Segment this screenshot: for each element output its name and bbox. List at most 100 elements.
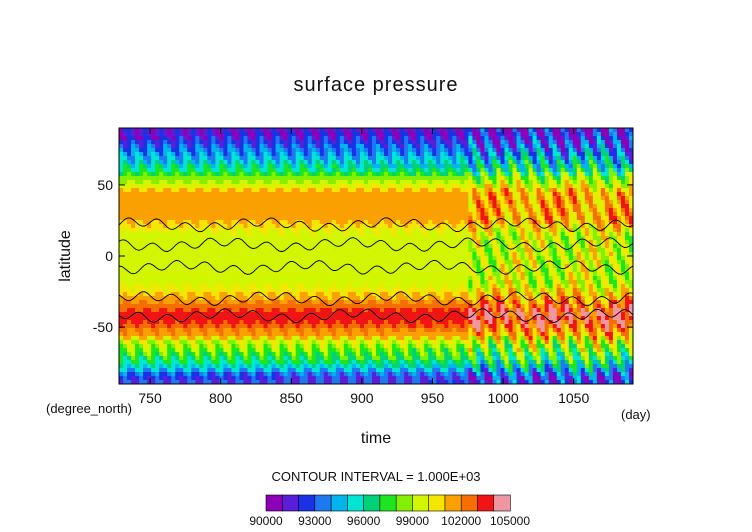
heatmap-cell	[440, 272, 445, 277]
heatmap-cell	[143, 208, 148, 213]
heatmap-cell	[159, 240, 164, 245]
heatmap-cell	[516, 280, 522, 285]
heatmap-cell	[299, 232, 305, 237]
heatmap-cell	[331, 152, 337, 157]
heatmap-cell	[532, 196, 538, 201]
heatmap-cell	[251, 204, 257, 209]
heatmap-cell	[139, 252, 144, 257]
heatmap-cell	[159, 204, 164, 209]
heatmap-cell	[347, 244, 353, 249]
heatmap-cell	[596, 252, 602, 257]
heatmap-cell	[139, 128, 144, 133]
heatmap-cell	[536, 248, 542, 253]
heatmap-cell	[167, 260, 172, 265]
heatmap-cell	[203, 192, 208, 197]
heatmap-cell	[203, 252, 208, 257]
heatmap-cell	[380, 264, 385, 269]
heatmap-cell	[408, 268, 413, 273]
heatmap-cell	[259, 140, 265, 145]
heatmap-cell	[171, 212, 176, 217]
heatmap-cell	[131, 256, 136, 261]
heatmap-cell	[400, 132, 405, 137]
heatmap-cell	[376, 208, 381, 213]
heatmap-cell	[400, 136, 405, 141]
heatmap-cell	[384, 172, 389, 177]
heatmap-cell	[183, 172, 188, 177]
heatmap-cell	[255, 220, 261, 225]
heatmap-cell	[123, 284, 128, 289]
heatmap-cell	[568, 252, 574, 257]
heatmap-cell	[251, 140, 257, 145]
heatmap-cell	[436, 240, 441, 245]
heatmap-cell	[215, 248, 220, 253]
heatmap-cell	[548, 256, 554, 261]
heatmap-cell	[480, 188, 486, 193]
heatmap-cell	[323, 236, 329, 241]
heatmap-cell	[331, 128, 337, 133]
heatmap-cell	[596, 196, 602, 201]
heatmap-cell	[452, 232, 457, 237]
heatmap-cell	[500, 244, 506, 249]
heatmap-cell	[335, 168, 341, 173]
heatmap-cell	[151, 184, 156, 189]
heatmap-cell	[295, 240, 301, 245]
heatmap-cell	[147, 260, 152, 265]
heatmap-cell	[275, 280, 281, 285]
heatmap-cell	[620, 264, 626, 269]
heatmap-cell	[416, 260, 421, 265]
heatmap-cell	[347, 192, 353, 197]
heatmap-cell	[540, 168, 546, 173]
heatmap-cell	[496, 184, 502, 189]
heatmap-cell	[460, 136, 465, 141]
heatmap-cell	[428, 240, 433, 245]
heatmap-cell	[628, 240, 633, 245]
heatmap-cell	[436, 144, 441, 149]
heatmap-cell	[388, 168, 393, 173]
heatmap-cell	[227, 212, 233, 217]
heatmap-cell	[223, 244, 229, 249]
heatmap-cell	[311, 244, 317, 249]
heatmap-cell	[363, 240, 369, 245]
heatmap-cell	[119, 204, 124, 209]
heatmap-cell	[207, 136, 212, 141]
heatmap-cell	[624, 128, 630, 133]
heatmap-cell	[227, 280, 233, 285]
heatmap-cell	[520, 196, 526, 201]
heatmap-cell	[323, 152, 329, 157]
heatmap-cell	[143, 152, 148, 157]
heatmap-cell	[500, 164, 506, 169]
heatmap-cell	[612, 272, 618, 277]
heatmap-cell	[127, 248, 132, 253]
heatmap-cell	[404, 260, 409, 265]
heatmap-cell	[452, 224, 457, 229]
heatmap-cell	[207, 224, 212, 229]
heatmap-cell	[444, 200, 449, 205]
heatmap-cell	[207, 220, 212, 225]
heatmap-cell	[127, 168, 132, 173]
heatmap-cell	[339, 156, 345, 161]
heatmap-cell	[319, 148, 325, 153]
heatmap-cell	[568, 240, 574, 245]
heatmap-cell	[207, 164, 212, 169]
heatmap-cell	[307, 172, 313, 177]
heatmap-cell	[612, 236, 618, 241]
heatmap-cell	[524, 200, 530, 205]
heatmap-cell	[596, 212, 602, 217]
heatmap-cell	[359, 164, 365, 169]
heatmap-cell	[420, 272, 425, 277]
heatmap-cell	[191, 128, 196, 133]
heatmap-cell	[436, 180, 441, 185]
heatmap-cell	[211, 264, 216, 269]
heatmap-cell	[568, 132, 574, 137]
heatmap-cell	[151, 244, 156, 249]
heatmap-cell	[339, 152, 345, 157]
heatmap-cell	[436, 172, 441, 177]
heatmap-cell	[191, 172, 196, 177]
heatmap-cell	[460, 140, 465, 145]
heatmap-cell	[456, 184, 461, 189]
heatmap-cell	[428, 248, 433, 253]
heatmap-cell	[384, 208, 389, 213]
heatmap-cell	[187, 248, 192, 253]
heatmap-cell	[472, 276, 477, 281]
heatmap-cell	[259, 180, 265, 185]
